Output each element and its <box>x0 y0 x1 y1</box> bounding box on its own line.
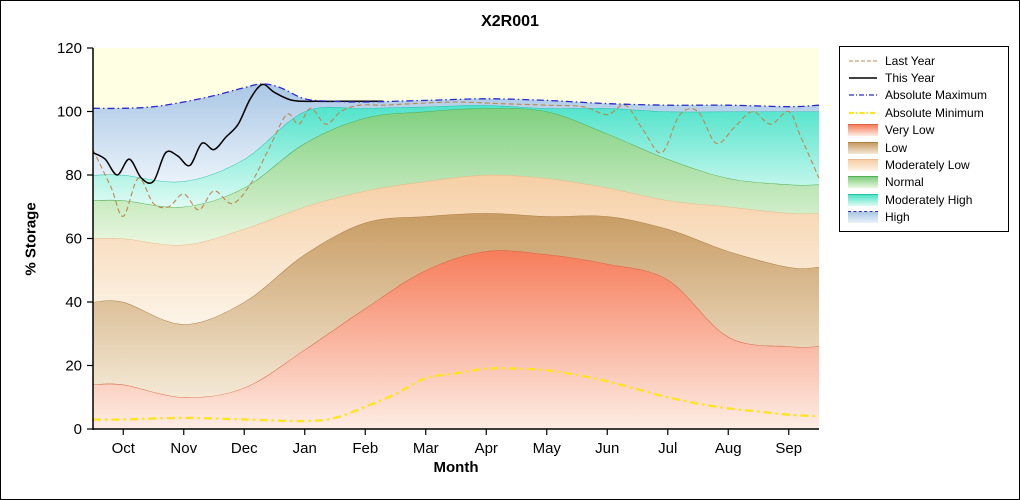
x-tick-label: Mar <box>413 440 439 457</box>
x-tick-label: Apr <box>475 440 498 457</box>
x-tick-label: Dec <box>231 440 258 457</box>
legend: Last Year This Year Absolute Maximum Absolu… <box>839 46 1009 232</box>
legend-label: Absolute Maximum <box>885 88 988 103</box>
legend-label: Very Low <box>885 123 935 138</box>
legend-label: Moderately High <box>885 192 973 207</box>
y-tick-label: 0 <box>74 421 82 438</box>
legend-label: Normal <box>885 175 924 190</box>
line-last-year <box>92 101 820 217</box>
y-tick-label: 40 <box>65 294 82 311</box>
legend-label: Moderately Low <box>885 158 970 173</box>
x-axis-title: Month <box>433 459 479 476</box>
y-axis-title: % Storage <box>22 202 40 276</box>
legend-entry-absolute-maximum: Absolute Maximum <box>848 87 1000 104</box>
legend-swatch-absolute-maximum <box>849 94 877 97</box>
legend-label: Absolute Minimum <box>885 105 984 120</box>
line-absolute-minimum <box>92 367 820 423</box>
x-tick-label: Aug <box>715 440 742 457</box>
x-tick-label: Oct <box>112 440 136 457</box>
x-tick-label: Jun <box>595 440 619 457</box>
x-tick-label: May <box>533 440 562 457</box>
legend-entry-moderately-low: Moderately Low <box>848 156 1000 173</box>
y-tick-label: 100 <box>57 104 82 121</box>
x-tick-label: Feb <box>352 440 378 457</box>
legend-entry-moderately-high: Moderately High <box>848 191 1000 208</box>
x-tick-label: Jul <box>658 440 677 457</box>
legend-swatch-last-year <box>849 60 877 62</box>
legend-entry-last-year: Last Year <box>848 52 1000 69</box>
legend-entry-absolute-minimum: Absolute Minimum <box>848 104 1000 121</box>
x-tick-label: Nov <box>170 440 197 457</box>
legend-entry-high: High <box>848 209 1000 226</box>
band-low <box>93 213 819 398</box>
y-tick-label: 20 <box>65 358 82 375</box>
x-tick-label: Sep <box>775 440 802 457</box>
band-high <box>93 83 819 182</box>
legend-label: This Year <box>885 71 936 86</box>
legend-entry-this-year: This Year <box>848 69 1000 86</box>
y-tick-label: 80 <box>65 167 82 184</box>
line-this-year <box>92 83 384 184</box>
band-normal <box>93 108 819 246</box>
y-tick-label: 60 <box>65 231 82 248</box>
legend-swatch-high <box>848 211 878 224</box>
legend-swatch-absolute-minimum <box>849 111 877 114</box>
legend-swatch-very-low <box>848 124 878 137</box>
legend-label: Low <box>885 140 908 155</box>
legend-entry-low: Low <box>848 139 1000 156</box>
legend-label: High <box>885 210 910 225</box>
band-moderately-high <box>93 105 819 208</box>
legend-entry-very-low: Very Low <box>848 122 1000 139</box>
chart-title: X2R001 <box>481 13 539 30</box>
legend-swatch-this-year <box>849 77 877 79</box>
band-moderately-low <box>93 174 819 325</box>
legend-swatch-moderately-high <box>848 193 878 206</box>
legend-entry-normal: Normal <box>848 174 1000 191</box>
y-tick-label: 120 <box>57 40 82 57</box>
band-very-low <box>93 250 819 429</box>
legend-swatch-normal <box>848 176 878 189</box>
legend-swatch-moderately-low <box>848 159 878 172</box>
line-absolute-maximum <box>92 83 820 110</box>
legend-swatch-low <box>848 141 878 154</box>
legend-label: Last Year <box>885 53 936 68</box>
x-tick-label: Jan <box>293 440 317 457</box>
